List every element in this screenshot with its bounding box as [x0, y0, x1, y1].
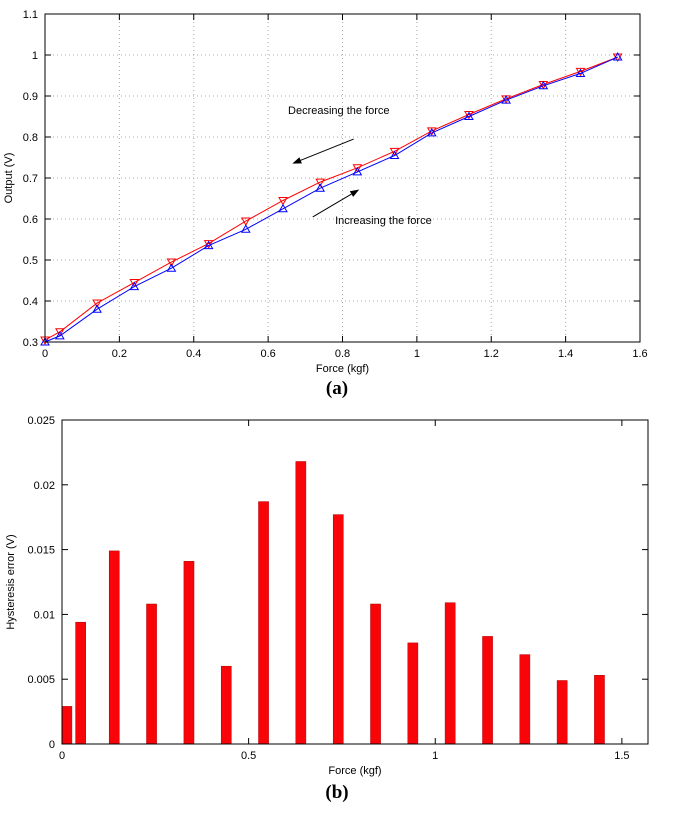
bar [332, 514, 344, 745]
y-tick-label: 0.01 [34, 609, 55, 621]
y-tick-label: 0 [49, 739, 55, 751]
marker-triangle-up [203, 240, 214, 250]
marker-triangle-down [464, 110, 474, 120]
series-increasing [40, 52, 623, 346]
y-tick-label: 0.9 [23, 91, 38, 103]
y-tick-label: 0.5 [23, 255, 38, 267]
marker-triangle-up [55, 330, 65, 340]
x-tick-label: 0.8 [335, 348, 350, 360]
marker-triangle-down [240, 217, 251, 227]
bar [183, 561, 195, 745]
marker-triangle-down [55, 328, 65, 337]
marker-triangle-down [352, 164, 363, 173]
x-tick-label: 1 [414, 348, 420, 360]
marker-triangle-down [389, 147, 400, 157]
bar [370, 603, 381, 745]
bar [407, 642, 419, 745]
marker-triangle-down [575, 67, 586, 77]
y-tick-label: 0.025 [27, 415, 55, 427]
marker-triangle-up [538, 80, 549, 90]
y-tick-label: 0.005 [27, 674, 55, 686]
y-tick-label: 0.6 [23, 214, 38, 226]
bar [295, 461, 307, 745]
x-tick-label: 0.4 [186, 348, 201, 360]
y-tick-label: 1 [32, 50, 38, 62]
marker-triangle-down [129, 279, 140, 288]
x-tick-label: 1.6 [632, 348, 647, 360]
marker-triangle-down [278, 197, 288, 206]
marker-triangle-up [426, 127, 437, 137]
bar [594, 675, 605, 745]
bar-chart-figure: 0 0.5 1 1.5 0 0.005 0.01 0.015 0.02 0.025 Force (k… [0, 408, 674, 804]
axes-frame [61, 419, 649, 745]
bar [61, 706, 73, 745]
marker-triangle-up [315, 183, 326, 192]
marker-triangle-down [166, 258, 177, 268]
bar-chart-canvas: 0 0.5 1 1.5 0 0.005 0.01 0.015 0.02 0.025 Force (k… [5, 415, 649, 777]
x-tick-label: 1.2 [484, 348, 499, 360]
marker-triangle-down [315, 178, 326, 188]
figure-page: Decreasing the force Increasing the force… [0, 0, 674, 804]
bar [75, 621, 86, 745]
annotation-text: Decreasing the force [288, 105, 390, 117]
marker-triangle-down [426, 127, 437, 136]
caption-a: (a) [325, 378, 349, 399]
bar [482, 636, 493, 745]
caption-b: (b) [325, 782, 349, 803]
bar [444, 602, 456, 745]
marker-triangle-up [464, 111, 474, 120]
y-tick-label: 0.02 [34, 480, 55, 492]
bar [258, 501, 269, 745]
x-tick-label: 1 [432, 750, 438, 762]
y-tick-label: 0.3 [23, 337, 38, 349]
line-chart-figure: Decreasing the force Increasing the force… [0, 0, 674, 400]
marker-triangle-up [129, 281, 140, 291]
y-axis-label: Hysteresis error (V) [5, 534, 17, 629]
x-tick-label: 0.5 [241, 750, 256, 762]
y-tick-label: 0.015 [27, 545, 55, 557]
marker-triangle-up [575, 68, 586, 77]
y-tick-label: 1.1 [23, 9, 38, 21]
marker-triangle-up [501, 95, 511, 104]
bar [220, 665, 232, 745]
x-tick-label: 0.2 [112, 348, 127, 360]
annotation-arrow [292, 138, 354, 164]
marker-triangle-up [278, 203, 288, 213]
annotation-text: Increasing the force [335, 215, 432, 227]
bar [108, 550, 120, 745]
y-tick-label: 0.7 [23, 173, 38, 185]
bar [146, 603, 157, 745]
marker-triangle-up [240, 224, 251, 233]
x-tick-label: 1.5 [614, 750, 629, 762]
x-tick-label: 0 [42, 348, 48, 360]
bars [61, 461, 605, 745]
marker-triangle-down [92, 299, 102, 309]
x-tick-label: 0.6 [260, 348, 275, 360]
axes-frame [44, 13, 641, 343]
marker-triangle-up [389, 150, 400, 159]
x-tick-label: 0 [59, 750, 65, 762]
marker-triangle-down [203, 240, 214, 249]
marker-triangle-up [92, 304, 102, 313]
marker-triangle-up [612, 52, 623, 61]
x-axis-label: Force (kgf) [328, 765, 381, 777]
series-decreasing [40, 53, 623, 345]
y-tick-label: 0.4 [23, 296, 38, 308]
y-axis-label: Output (V) [3, 153, 15, 204]
x-tick-label: 1.4 [558, 348, 573, 360]
y-tick-label: 0.8 [23, 132, 38, 144]
annotation-arrow [312, 189, 360, 218]
bar [556, 680, 568, 745]
bar [519, 654, 531, 745]
line-chart-canvas: Decreasing the force Increasing the force… [3, 9, 648, 375]
x-axis-label: Force (kgf) [316, 363, 369, 375]
marker-triangle-up [166, 263, 177, 272]
marker-triangle-up [352, 166, 363, 176]
